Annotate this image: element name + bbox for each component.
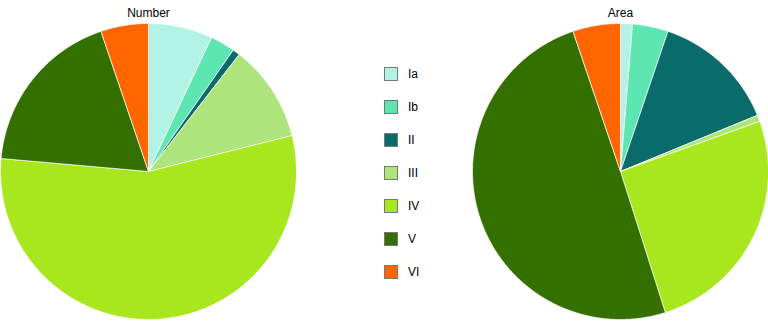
html-text:II: II: [408, 133, 415, 147]
html-text:Ib: Ib: [408, 100, 418, 114]
html-text:III: III: [408, 166, 418, 180]
html-text:V: V: [408, 232, 416, 246]
html-text:Ia: Ia: [408, 67, 418, 81]
svg-text:Area: Area: [608, 6, 634, 20]
svg-text:Number: Number: [127, 6, 170, 20]
html-text:VI: VI: [408, 265, 420, 279]
html-text:IV: IV: [408, 199, 420, 213]
